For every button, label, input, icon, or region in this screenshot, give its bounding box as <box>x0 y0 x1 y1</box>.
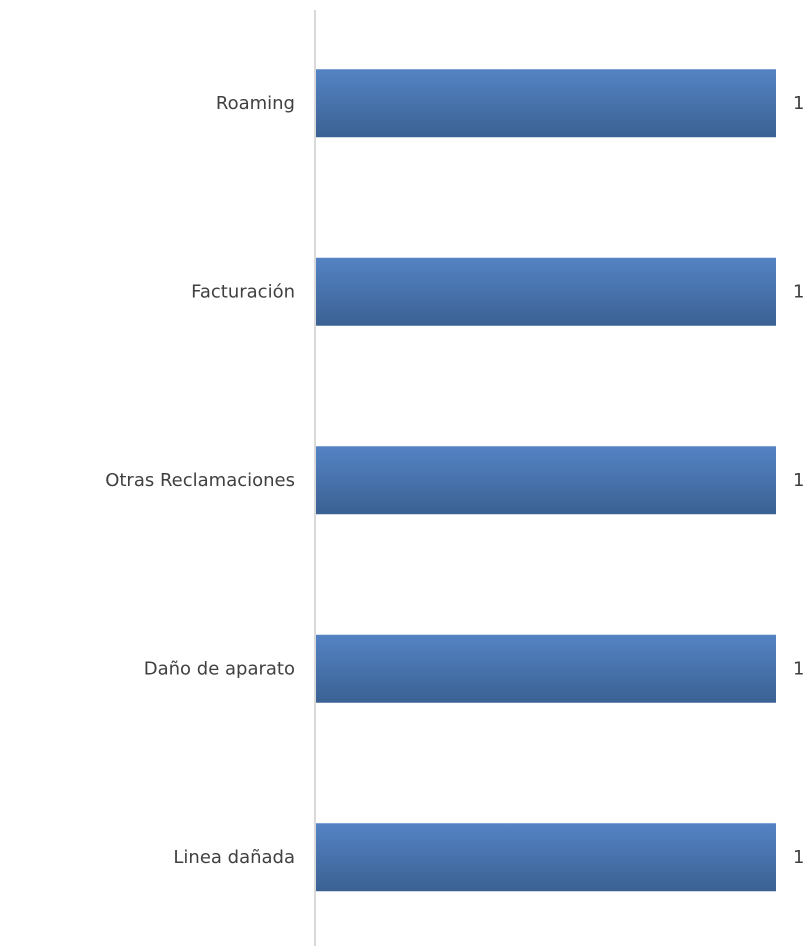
value-label-3: 1 <box>793 470 803 491</box>
bars-group <box>315 69 776 892</box>
category-labels-group: Roaming Facturación Otras Reclamaciones Dañ… <box>105 93 295 868</box>
value-labels-group: 1 1 1 1 1 <box>793 93 803 868</box>
value-label-2: 1 <box>793 281 803 302</box>
category-label-4: Daño de aparato <box>144 658 295 679</box>
category-label-5: Linea dañada <box>173 847 295 868</box>
category-label-2: Facturación <box>191 281 295 302</box>
bar-2 <box>315 257 776 326</box>
bar-5 <box>315 823 776 892</box>
category-label-3: Otras Reclamaciones <box>105 470 295 491</box>
value-label-1: 1 <box>793 93 803 114</box>
bar-3 <box>315 446 776 515</box>
value-label-4: 1 <box>793 658 803 679</box>
category-label-1: Roaming <box>216 93 295 114</box>
bar-1 <box>315 69 776 138</box>
value-label-5: 1 <box>793 847 803 868</box>
bar-4 <box>315 634 776 703</box>
